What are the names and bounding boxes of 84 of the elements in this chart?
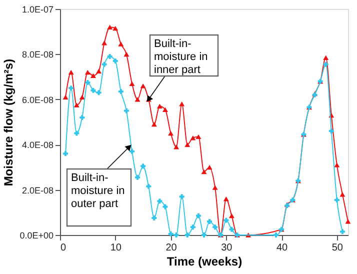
point bbox=[190, 135, 196, 140]
annotation: Built-in- moisture in outer part bbox=[71, 172, 125, 210]
point bbox=[146, 184, 152, 189]
point bbox=[90, 88, 96, 93]
point bbox=[196, 134, 202, 140]
point bbox=[130, 148, 134, 154]
point bbox=[96, 90, 102, 96]
point bbox=[229, 226, 234, 232]
y-tick-label: 2.0E-08 bbox=[22, 185, 54, 196]
point bbox=[74, 102, 80, 108]
y-axis-title: Moisture flow (kg/m²s) bbox=[2, 58, 16, 186]
point bbox=[152, 216, 157, 221]
point bbox=[62, 94, 68, 100]
point bbox=[107, 54, 112, 59]
point bbox=[85, 80, 90, 85]
point bbox=[157, 198, 162, 204]
point bbox=[84, 70, 90, 75]
point bbox=[224, 218, 229, 223]
x-axis-title: Time (weeks) bbox=[166, 254, 242, 268]
point bbox=[179, 194, 184, 200]
point bbox=[212, 185, 218, 190]
point bbox=[151, 122, 157, 127]
point bbox=[174, 144, 180, 150]
point bbox=[179, 102, 185, 106]
point bbox=[112, 26, 118, 31]
point bbox=[323, 62, 328, 67]
point bbox=[156, 104, 162, 109]
x-tick-label: 40 bbox=[276, 242, 288, 254]
y-tick-label: 0.0E+00 bbox=[20, 230, 54, 240]
point bbox=[207, 218, 212, 224]
point bbox=[196, 213, 201, 218]
point bbox=[228, 213, 234, 218]
point bbox=[102, 62, 107, 67]
point bbox=[201, 169, 207, 174]
point bbox=[206, 164, 212, 170]
point bbox=[168, 130, 174, 136]
point bbox=[184, 142, 190, 147]
point bbox=[102, 40, 108, 46]
point bbox=[334, 197, 340, 202]
y-tick-label: 8.0E-08 bbox=[22, 50, 54, 60]
x-tick-label: 50 bbox=[332, 242, 344, 254]
point bbox=[79, 94, 85, 100]
point bbox=[74, 130, 80, 136]
point bbox=[68, 86, 74, 91]
point bbox=[184, 232, 190, 238]
point bbox=[80, 114, 85, 120]
x-tick-label: 10 bbox=[110, 242, 122, 254]
point bbox=[162, 204, 168, 210]
point bbox=[129, 81, 135, 86]
point bbox=[112, 58, 118, 64]
point bbox=[134, 97, 140, 102]
point bbox=[334, 162, 340, 168]
point bbox=[68, 70, 74, 75]
point bbox=[63, 151, 68, 156]
point bbox=[223, 196, 229, 202]
point bbox=[124, 108, 129, 114]
point bbox=[140, 164, 146, 169]
point bbox=[118, 88, 124, 94]
point bbox=[90, 73, 96, 78]
y-tick-label: 1.0E-07 bbox=[22, 4, 54, 14]
point bbox=[174, 232, 179, 238]
point bbox=[345, 219, 351, 224]
point bbox=[212, 224, 218, 230]
point bbox=[162, 107, 168, 112]
point bbox=[340, 229, 345, 234]
point bbox=[323, 55, 329, 60]
point bbox=[168, 231, 174, 236]
point bbox=[135, 174, 140, 180]
x-tick-label: 30 bbox=[221, 242, 233, 254]
point bbox=[124, 52, 130, 57]
annotation: Built-in- moisture in inner part bbox=[154, 38, 208, 76]
point bbox=[118, 42, 124, 46]
point bbox=[107, 24, 113, 30]
y-tick-label: 4.0E-08 bbox=[22, 140, 54, 150]
x-tick-label: 0 bbox=[60, 242, 66, 254]
point bbox=[202, 232, 206, 238]
point bbox=[340, 192, 346, 197]
point bbox=[328, 128, 334, 134]
point bbox=[190, 224, 196, 230]
y-tick-label: 6.0E-08 bbox=[22, 94, 54, 105]
point bbox=[96, 68, 102, 74]
point bbox=[274, 232, 278, 238]
x-tick-label: 20 bbox=[166, 242, 178, 254]
point bbox=[140, 83, 146, 88]
